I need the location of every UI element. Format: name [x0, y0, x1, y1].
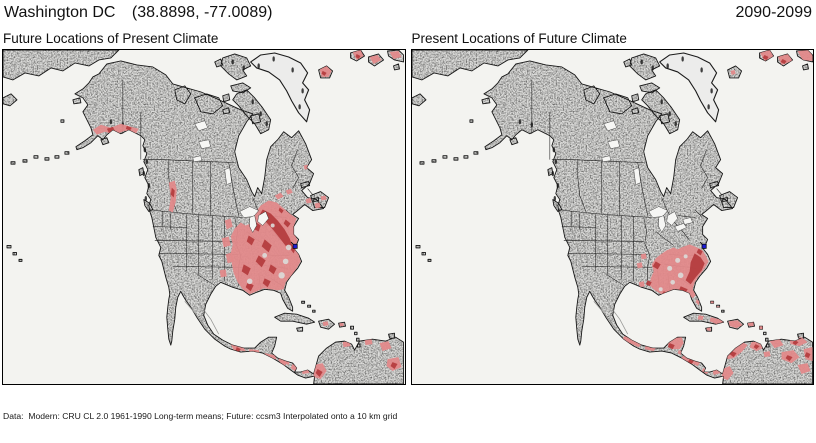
- terrain-marks: [109, 56, 304, 202]
- location-marker-icon: [701, 243, 707, 249]
- analog-gaps: [246, 223, 292, 285]
- climate-analog-overlay: [621, 50, 813, 381]
- lakes-under: [673, 217, 693, 232]
- map-panels: Future Locations of Present Climate Pres…: [0, 30, 816, 385]
- period-label: 2090-2099: [735, 4, 812, 21]
- north-america-map: [3, 50, 405, 384]
- footer-line-1: Data: Modern: CRU CL 2.0 1961-1990 Long-…: [3, 410, 398, 421]
- location-coordinates: (38.8898, -77.0089): [131, 4, 273, 21]
- analog-gaps: [658, 254, 688, 292]
- great-lakes: [192, 120, 269, 233]
- map-future-locations-of-present-climate: [2, 49, 406, 385]
- location-title: Washington DC: [4, 4, 116, 21]
- great-lakes: [601, 120, 678, 233]
- panel-left-title: Future Locations of Present Climate: [3, 31, 219, 46]
- mountain-ridges: [568, 219, 688, 335]
- figure-header: Washington DC (38.8898, -77.0089) 2090-2…: [0, 0, 816, 30]
- panel-future-locations: Future Locations of Present Climate: [2, 30, 406, 385]
- figure-footer: Data: Modern: CRU CL 2.0 1961-1990 Long-…: [0, 385, 816, 443]
- header-location-group: Washington DC (38.8898, -77.0089): [4, 4, 272, 22]
- map-present-locations-of-future-climate: [410, 49, 814, 385]
- north-america-map: [411, 50, 813, 384]
- panel-present-locations: Present Locations of Future Climate: [410, 30, 814, 385]
- panel-right-title: Present Locations of Future Climate: [411, 31, 627, 46]
- location-marker-icon: [292, 243, 298, 249]
- terrain-marks: [518, 56, 713, 202]
